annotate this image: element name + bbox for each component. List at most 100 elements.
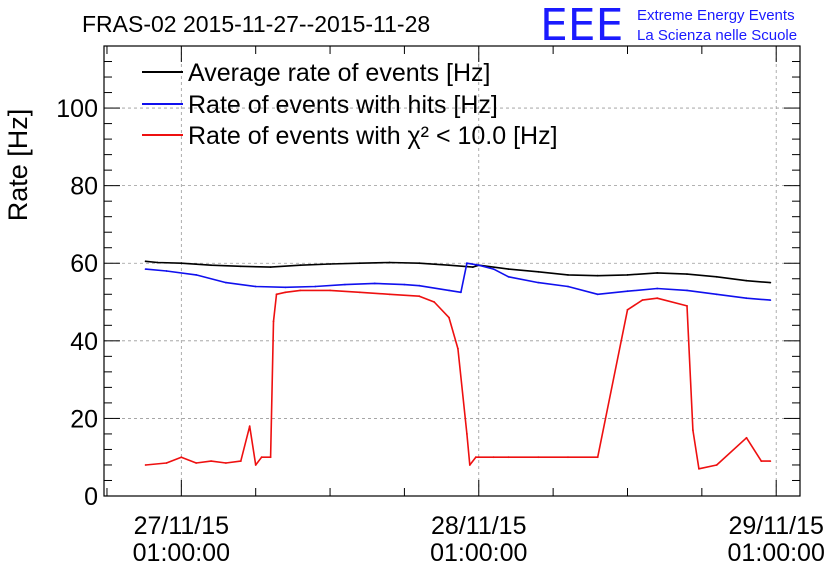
x-tick-label-date: 29/11/15: [728, 512, 823, 540]
series-0-point: [156, 261, 159, 264]
ticks: [104, 45, 800, 497]
logo-line-1: Extreme Energy Events: [637, 7, 795, 24]
series-line-1: [145, 262, 771, 301]
logo-mark: EEE: [540, 0, 623, 51]
series-2-point: [477, 456, 480, 459]
legend-label-hits: Rate of events with hits [Hz]: [188, 91, 498, 119]
series-0-point: [448, 264, 450, 267]
series-2-point: [466, 433, 468, 435]
grid: [104, 46, 800, 496]
series-0-point: [269, 266, 272, 268]
series-1-point: [537, 281, 540, 284]
series-0-point: [418, 262, 421, 265]
series-1-point: [769, 299, 772, 301]
series-0-point: [144, 260, 147, 263]
y-tick-labels: 0 20 40 60 80 100: [56, 95, 98, 511]
series-1-point: [254, 285, 257, 288]
series-0-point: [239, 265, 242, 268]
series-2-point: [507, 456, 510, 459]
series-1-point: [195, 274, 198, 276]
series-0-point: [388, 261, 391, 264]
series-2-point: [269, 456, 272, 459]
series-2-point: [210, 460, 213, 462]
x-tick-label-time: 01:00:00: [133, 539, 230, 567]
series-1-point: [165, 270, 168, 272]
series-1-point: [745, 297, 748, 300]
x-tick-label-date: 28/11/15: [431, 512, 526, 540]
eee-logo: EEE Extreme Energy Events La Scienza nel…: [540, 0, 797, 51]
series-0-point: [567, 274, 569, 276]
series-2-point: [272, 320, 275, 323]
series-2-point: [275, 293, 278, 296]
series-2-point: [284, 291, 287, 294]
legend-label-chi2: Rate of events with χ² < 10.0 [Hz]: [188, 122, 558, 150]
y-tick-label: 60: [70, 250, 98, 278]
series-2-point: [260, 456, 263, 459]
series-0-point: [769, 281, 772, 284]
series-2-point: [537, 456, 540, 459]
series-1-point: [477, 264, 480, 267]
series-2-point: [165, 462, 168, 464]
series-0-point: [180, 262, 183, 265]
series-0-point: [507, 268, 510, 270]
series-1-point: [656, 287, 659, 290]
series-1-point: [715, 293, 718, 296]
logo-line-2: La Scienza nelle Scuole: [637, 27, 797, 44]
series-layer: [144, 260, 772, 470]
series-0-point: [358, 262, 361, 265]
chart-title: FRAS-02 2015-11-27--2015-11-28: [82, 11, 430, 37]
series-1-point: [626, 290, 629, 293]
series-1-point: [373, 282, 376, 285]
series-2-point: [474, 456, 477, 459]
series-0-point: [329, 263, 331, 265]
series-1-point: [596, 293, 599, 296]
series-1-point: [314, 285, 317, 288]
series-1-point: [284, 286, 287, 289]
series-0-point: [626, 274, 629, 276]
x-tick-label-time: 01:00:00: [430, 539, 527, 567]
series-1-point: [492, 268, 495, 270]
series-0-point: [715, 275, 718, 278]
series-2-point: [626, 308, 629, 311]
x-tick-label-date: 27/11/15: [134, 512, 229, 540]
series-2-point: [433, 301, 436, 303]
legend: Average rate of events [Hz] Rate of even…: [142, 59, 558, 150]
series-1-point: [686, 289, 688, 292]
series-2-point: [448, 316, 450, 319]
series-2-point: [468, 464, 471, 466]
series-2-point: [698, 467, 700, 470]
series-0-point: [471, 266, 474, 268]
series-1-point: [418, 284, 421, 287]
plot-frame: [103, 45, 801, 497]
series-0-point: [656, 272, 659, 274]
series-1-point: [567, 285, 569, 288]
y-tick-label: 0: [84, 483, 98, 511]
series-1-point: [507, 275, 510, 278]
series-2-point: [692, 429, 694, 431]
series-2-point: [225, 462, 227, 464]
y-tick-label: 40: [70, 328, 98, 356]
series-2-point: [388, 293, 391, 296]
series-2-point: [760, 460, 763, 462]
series-0-point: [686, 273, 688, 275]
series-2-point: [195, 462, 198, 464]
x-tick-labels: 27/11/1501:00:0028/11/1501:00:0029/11/15…: [133, 512, 825, 567]
series-0-point: [745, 279, 748, 282]
series-2-point: [686, 305, 688, 307]
series-2-point: [641, 299, 644, 301]
y-tick-label: 100: [56, 95, 98, 123]
series-0-point: [537, 270, 540, 273]
series-1-point: [403, 283, 406, 286]
series-2-point: [745, 436, 748, 439]
series-2-point: [418, 295, 421, 298]
series-line-2: [145, 289, 771, 470]
series-2-point: [492, 456, 495, 459]
series-2-point: [656, 297, 659, 300]
series-2-point: [299, 289, 302, 292]
series-2-point: [567, 456, 569, 459]
series-2-point: [239, 460, 242, 462]
series-1-point: [144, 268, 147, 270]
series-2-point: [358, 291, 361, 294]
